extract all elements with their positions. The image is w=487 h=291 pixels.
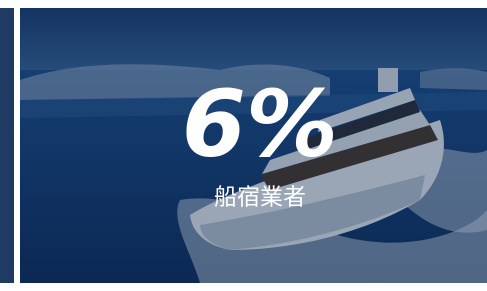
side-strip (0, 8, 14, 283)
stat-value: 6% (182, 70, 338, 177)
stat-label: 船宿業者 (214, 185, 306, 211)
tile: 6% 船宿業者 (0, 0, 487, 291)
page: 6% 船宿業者 (() => { const data = JSON.parse… (0, 0, 487, 291)
